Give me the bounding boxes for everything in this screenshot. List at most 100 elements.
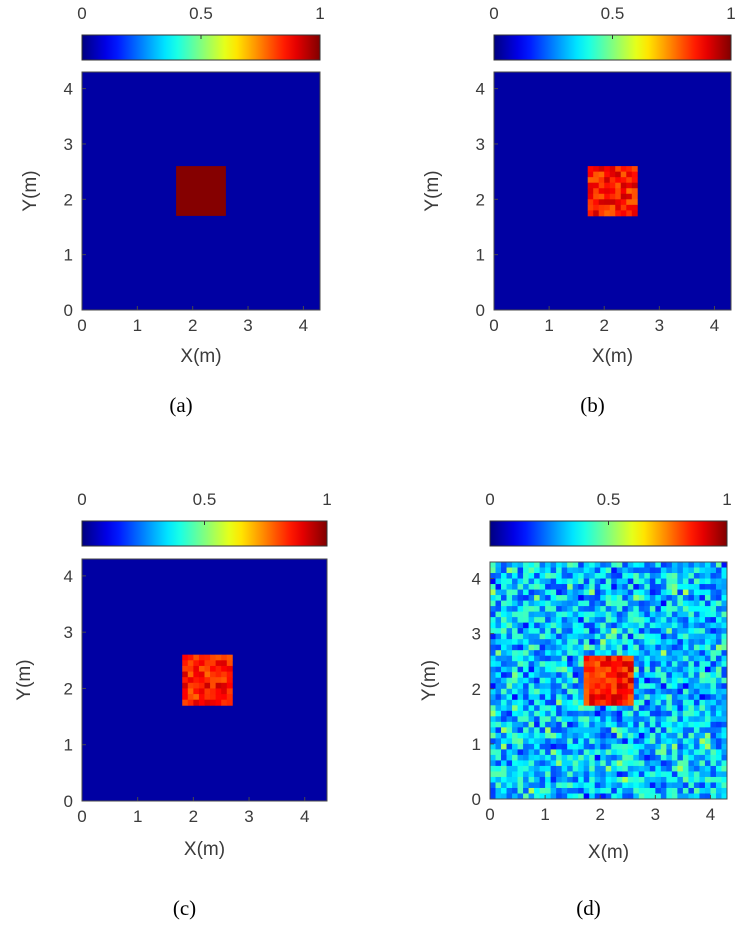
heatmap-cell bbox=[710, 732, 717, 739]
heatmap-cell bbox=[506, 606, 513, 613]
heatmap-cell bbox=[627, 793, 634, 800]
heatmap-cell bbox=[605, 622, 612, 629]
heatmap-cell bbox=[649, 666, 656, 673]
heatmap-cell bbox=[583, 782, 590, 789]
target-cell bbox=[609, 188, 616, 195]
heatmap-cell bbox=[594, 743, 601, 750]
heatmap-cell bbox=[561, 628, 568, 635]
heatmap-cell bbox=[611, 584, 618, 590]
heatmap-cell bbox=[627, 600, 634, 607]
heatmap-cell bbox=[688, 611, 695, 618]
heatmap-cell bbox=[589, 776, 596, 783]
heatmap-cell bbox=[627, 754, 634, 761]
heatmap-cell bbox=[715, 721, 722, 728]
heatmap-cell bbox=[589, 721, 596, 728]
heatmap-cell bbox=[721, 710, 728, 717]
heatmap-cell bbox=[677, 743, 684, 750]
heatmap-cell bbox=[616, 710, 623, 717]
heatmap-cell bbox=[671, 578, 678, 585]
heatmap-cell bbox=[715, 710, 722, 717]
heatmap-cell bbox=[704, 705, 711, 712]
target-cell bbox=[215, 699, 222, 706]
target-cell bbox=[615, 166, 622, 173]
heatmap-cell bbox=[583, 705, 590, 712]
heatmap-cell bbox=[666, 595, 673, 601]
heatmap-cell bbox=[638, 589, 645, 596]
heatmap-cell bbox=[539, 655, 546, 662]
heatmap-cell bbox=[699, 749, 706, 756]
heatmap-cell bbox=[671, 584, 678, 590]
heatmap-cell bbox=[534, 639, 541, 646]
target-cell bbox=[187, 671, 194, 678]
heatmap-cell bbox=[589, 754, 596, 761]
x-tick-label: 0 bbox=[489, 316, 498, 335]
heatmap-cell bbox=[539, 589, 546, 596]
heatmap-cell bbox=[501, 688, 507, 695]
heatmap-cell bbox=[704, 611, 711, 618]
heatmap-cell bbox=[710, 573, 717, 579]
heatmap-cell bbox=[556, 749, 563, 756]
heatmap-cell bbox=[561, 710, 568, 717]
heatmap-cell bbox=[682, 562, 689, 568]
heatmap-cell bbox=[666, 771, 673, 778]
heatmap-cell bbox=[534, 606, 541, 613]
heatmap-cell bbox=[517, 567, 524, 574]
heatmap-cell bbox=[655, 633, 662, 640]
heatmap-cell bbox=[517, 782, 524, 789]
target-cell bbox=[193, 682, 200, 689]
heatmap-cell bbox=[600, 727, 607, 734]
heatmap-cell bbox=[567, 666, 574, 673]
heatmap-cell bbox=[649, 617, 656, 624]
heatmap-cell bbox=[523, 694, 529, 701]
heatmap-cell bbox=[688, 716, 695, 723]
heatmap-cell bbox=[501, 694, 507, 701]
heatmap-cell bbox=[506, 650, 513, 657]
heatmap-cell bbox=[528, 666, 535, 673]
heatmap-cell bbox=[649, 584, 656, 590]
heatmap-cell bbox=[666, 639, 673, 646]
y-tick-label: 4 bbox=[64, 80, 73, 99]
heatmap-cell bbox=[688, 672, 695, 679]
heatmap-cell bbox=[721, 584, 728, 590]
heatmap-cell bbox=[644, 578, 651, 585]
heatmap-cell bbox=[539, 721, 546, 728]
heatmap-cell bbox=[644, 628, 651, 635]
heatmap-cell bbox=[704, 732, 711, 739]
target-cell bbox=[583, 661, 590, 668]
heatmap-cell bbox=[660, 666, 667, 673]
heatmap-cell bbox=[677, 617, 684, 624]
heatmap-cell bbox=[666, 787, 673, 794]
heatmap-cell bbox=[490, 738, 496, 745]
heatmap-cell bbox=[666, 749, 673, 756]
heatmap-cell bbox=[545, 793, 552, 800]
heatmap-cell bbox=[710, 567, 717, 574]
heatmap-cell bbox=[660, 754, 667, 761]
heatmap-cell bbox=[660, 567, 667, 574]
heatmap-cell bbox=[600, 595, 607, 601]
target-cell bbox=[631, 166, 638, 173]
heatmap-cell bbox=[644, 776, 651, 783]
heatmap-cell bbox=[523, 672, 529, 679]
heatmap-cell bbox=[490, 573, 496, 579]
target-cell bbox=[221, 671, 228, 678]
heatmap-cell bbox=[512, 578, 518, 585]
target-cell bbox=[626, 177, 633, 184]
heatmap-cell bbox=[490, 743, 496, 750]
heatmap-cell bbox=[693, 650, 700, 657]
heatmap-cell bbox=[545, 721, 552, 728]
heatmap-cell bbox=[545, 672, 552, 679]
heatmap-cell bbox=[572, 672, 579, 679]
target-cell bbox=[615, 210, 622, 217]
heatmap-cell bbox=[528, 694, 535, 701]
heatmap-cell bbox=[572, 727, 579, 734]
heatmap-cell bbox=[506, 694, 513, 701]
heatmap-cell bbox=[699, 639, 706, 646]
heatmap-cell bbox=[704, 584, 711, 590]
heatmap-cell bbox=[677, 705, 684, 712]
target-cell bbox=[594, 672, 601, 679]
heatmap-cell bbox=[699, 727, 706, 734]
heatmap-cell bbox=[704, 710, 711, 717]
heatmap-cell bbox=[567, 661, 574, 668]
heatmap-cell bbox=[490, 644, 496, 651]
